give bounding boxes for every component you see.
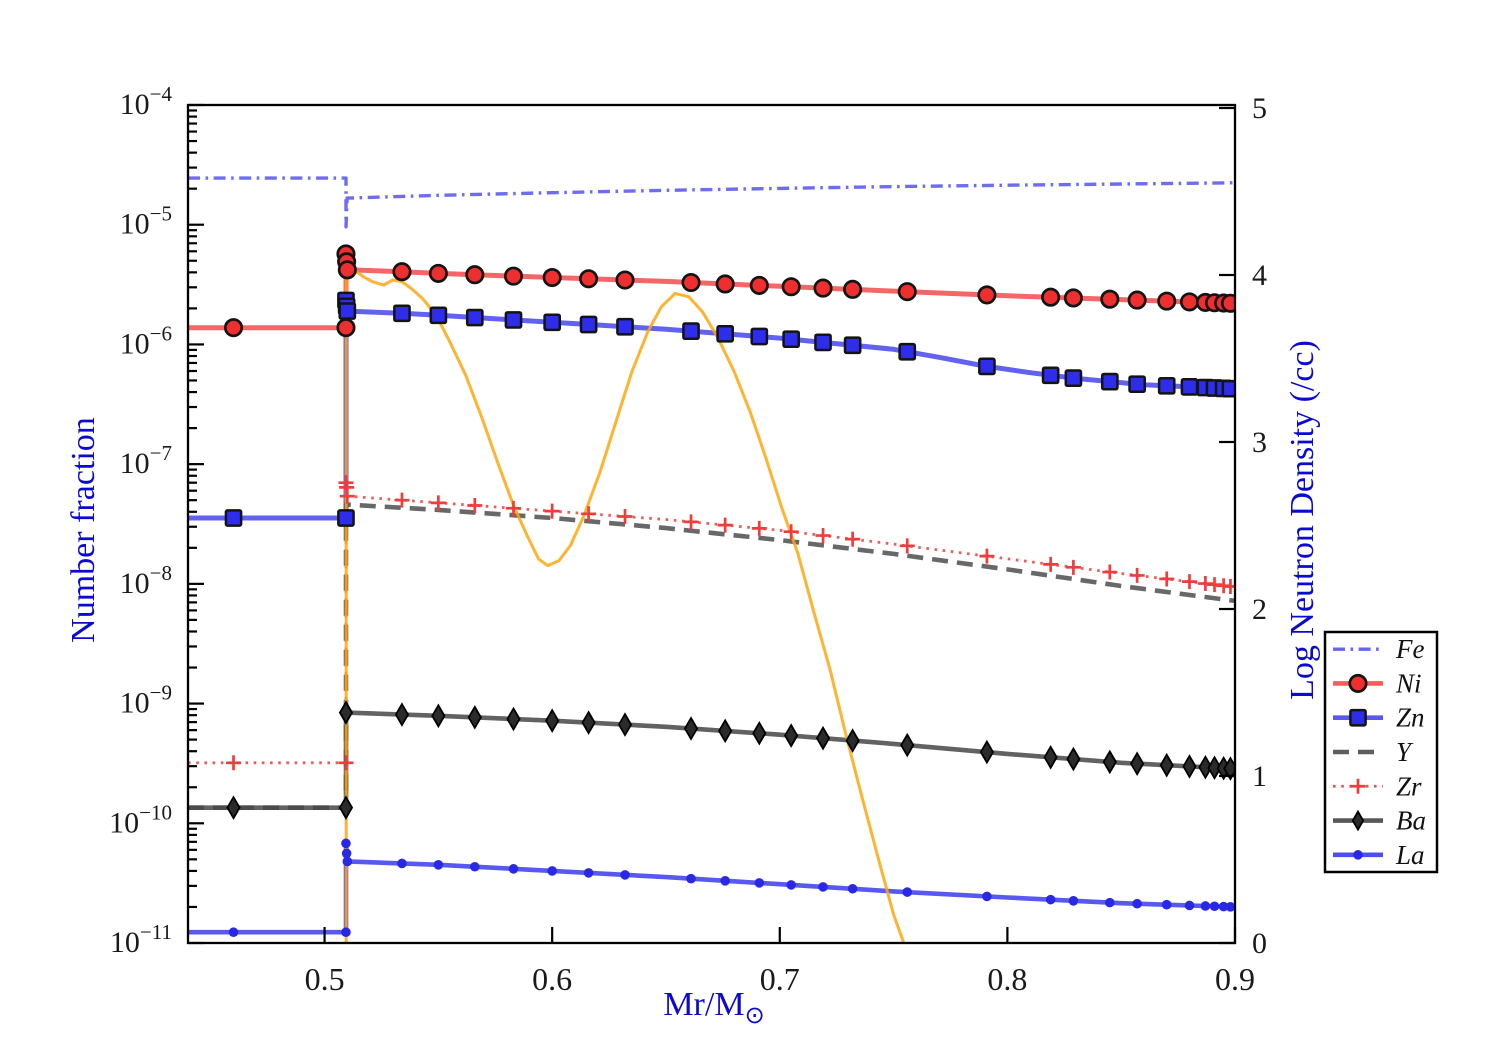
svg-text:Ni: Ni	[1395, 668, 1422, 698]
svg-text:Ba: Ba	[1396, 806, 1426, 836]
y-axis-left-ticks: 10−4 10−5 10−6 10−7 10−8 10−9 10−10 10−11	[109, 82, 204, 959]
series-neutron-density	[344, 263, 906, 943]
svg-text:1: 1	[1252, 760, 1267, 793]
y-axis-label-left: Number fraction	[65, 417, 102, 643]
legend-item-La: La	[1333, 840, 1425, 870]
svg-text:5: 5	[1252, 92, 1267, 125]
series-Fe	[188, 176, 1235, 229]
markers-Zr	[226, 475, 1235, 771]
svg-text:10−8: 10−8	[120, 561, 172, 600]
markers-La	[228, 838, 1235, 938]
svg-text:Zr: Zr	[1396, 771, 1422, 801]
svg-text:La: La	[1395, 840, 1425, 870]
svg-text:10−9: 10−9	[120, 681, 172, 720]
markers-Ba	[226, 700, 1235, 820]
svg-text:0.6: 0.6	[532, 961, 572, 997]
legend-item-Fe: Fe	[1333, 634, 1424, 664]
svg-text:10−10: 10−10	[109, 800, 172, 839]
x-axis-label: Mr/M⊙	[663, 986, 764, 1030]
legend-item-Ni: Ni	[1333, 668, 1422, 698]
svg-text:0: 0	[1252, 927, 1267, 960]
svg-text:0.8: 0.8	[987, 961, 1027, 997]
x-axis-label-main: Mr/M	[663, 986, 745, 1023]
svg-text:10−11: 10−11	[110, 920, 172, 959]
svg-text:10−5: 10−5	[120, 202, 172, 241]
axes-frame	[186, 103, 1237, 945]
sun-symbol: ⊙	[744, 1003, 765, 1029]
svg-text:2: 2	[1252, 593, 1267, 626]
markers-Zn	[224, 291, 1235, 527]
legend-item-Ba: Ba	[1333, 806, 1426, 836]
svg-text:10−6: 10−6	[120, 321, 172, 360]
svg-text:10−7: 10−7	[120, 441, 172, 480]
svg-text:Zn: Zn	[1396, 703, 1425, 733]
svg-text:4: 4	[1252, 259, 1267, 292]
x-axis-ticks: 0.5 0.6 0.7 0.8 0.9	[305, 927, 1255, 997]
svg-text:0.9: 0.9	[1215, 961, 1255, 997]
svg-text:10−4: 10−4	[120, 82, 173, 121]
svg-text:0.7: 0.7	[760, 961, 800, 997]
legend-item-Y: Y	[1333, 737, 1414, 767]
legend-item-Zn: Zn	[1333, 703, 1425, 733]
markers-Ni	[223, 244, 1235, 338]
marker-layer	[223, 244, 1235, 938]
svg-text:Y: Y	[1396, 737, 1414, 767]
svg-text:0.5: 0.5	[305, 961, 345, 997]
y-axis-right-ticks: 0 1 2 3 4 5	[1219, 92, 1267, 960]
svg-text:Fe: Fe	[1395, 634, 1424, 664]
series-Zr	[188, 481, 1235, 765]
legend: Fe Ni Zn Y Zr Ba La	[1323, 630, 1439, 874]
legend-item-Zr: Zr	[1333, 771, 1422, 801]
y-axis-label-right: Log Neutron Density (/cc)	[1284, 340, 1321, 700]
svg-text:3: 3	[1252, 426, 1267, 459]
